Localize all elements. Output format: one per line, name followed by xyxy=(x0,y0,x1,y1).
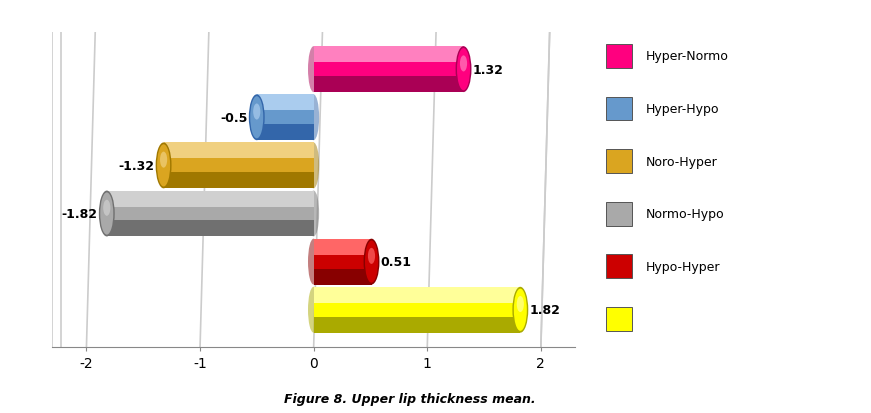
Ellipse shape xyxy=(308,95,319,141)
Bar xyxy=(257,107,314,125)
FancyBboxPatch shape xyxy=(606,255,632,278)
Bar xyxy=(257,95,314,111)
Bar xyxy=(314,317,520,333)
Bar xyxy=(164,143,314,159)
Ellipse shape xyxy=(368,248,375,264)
Text: -1.32: -1.32 xyxy=(118,159,154,173)
Ellipse shape xyxy=(308,47,319,93)
Ellipse shape xyxy=(157,145,170,187)
Ellipse shape xyxy=(517,296,523,312)
Ellipse shape xyxy=(512,287,529,333)
Text: Noro-Hyper: Noro-Hyper xyxy=(645,155,717,168)
Ellipse shape xyxy=(308,143,319,189)
Bar xyxy=(314,251,372,269)
Text: Hyper-Hypo: Hyper-Hypo xyxy=(645,103,719,116)
FancyBboxPatch shape xyxy=(606,97,632,121)
Ellipse shape xyxy=(363,239,380,285)
Ellipse shape xyxy=(308,287,319,333)
Bar xyxy=(314,299,520,317)
Ellipse shape xyxy=(308,191,319,237)
Bar xyxy=(107,221,314,237)
Bar xyxy=(164,154,314,173)
Ellipse shape xyxy=(160,152,167,168)
Ellipse shape xyxy=(253,104,260,120)
Bar xyxy=(314,47,463,63)
Ellipse shape xyxy=(250,97,263,139)
FancyBboxPatch shape xyxy=(606,150,632,173)
Bar xyxy=(314,269,372,285)
Ellipse shape xyxy=(365,241,378,283)
Ellipse shape xyxy=(514,289,527,331)
Text: Hypo-Hyper: Hypo-Hyper xyxy=(645,260,720,273)
Bar xyxy=(314,287,520,303)
Text: -1.82: -1.82 xyxy=(62,207,98,221)
Ellipse shape xyxy=(156,143,172,189)
FancyBboxPatch shape xyxy=(606,45,632,69)
Ellipse shape xyxy=(460,56,467,72)
Ellipse shape xyxy=(457,49,470,91)
Bar xyxy=(314,59,463,77)
Bar xyxy=(164,173,314,189)
Ellipse shape xyxy=(103,200,111,216)
Ellipse shape xyxy=(456,47,471,93)
Text: Figure 8. Upper lip thickness mean.: Figure 8. Upper lip thickness mean. xyxy=(284,392,535,405)
Bar xyxy=(314,77,463,93)
Bar xyxy=(107,202,314,221)
Text: -0.5: -0.5 xyxy=(220,112,247,124)
Bar xyxy=(314,239,372,255)
Text: 0.51: 0.51 xyxy=(381,256,412,268)
FancyBboxPatch shape xyxy=(606,307,632,331)
Text: Hyper-Normo: Hyper-Normo xyxy=(645,50,728,63)
Text: Normo-Hypo: Normo-Hypo xyxy=(645,208,724,221)
Text: 1.32: 1.32 xyxy=(473,64,503,76)
Ellipse shape xyxy=(100,193,113,235)
Bar xyxy=(257,125,314,141)
Ellipse shape xyxy=(249,95,265,141)
Ellipse shape xyxy=(308,239,319,285)
FancyBboxPatch shape xyxy=(606,202,632,226)
Ellipse shape xyxy=(98,191,115,237)
Text: 1.82: 1.82 xyxy=(530,304,560,316)
Bar xyxy=(107,191,314,207)
